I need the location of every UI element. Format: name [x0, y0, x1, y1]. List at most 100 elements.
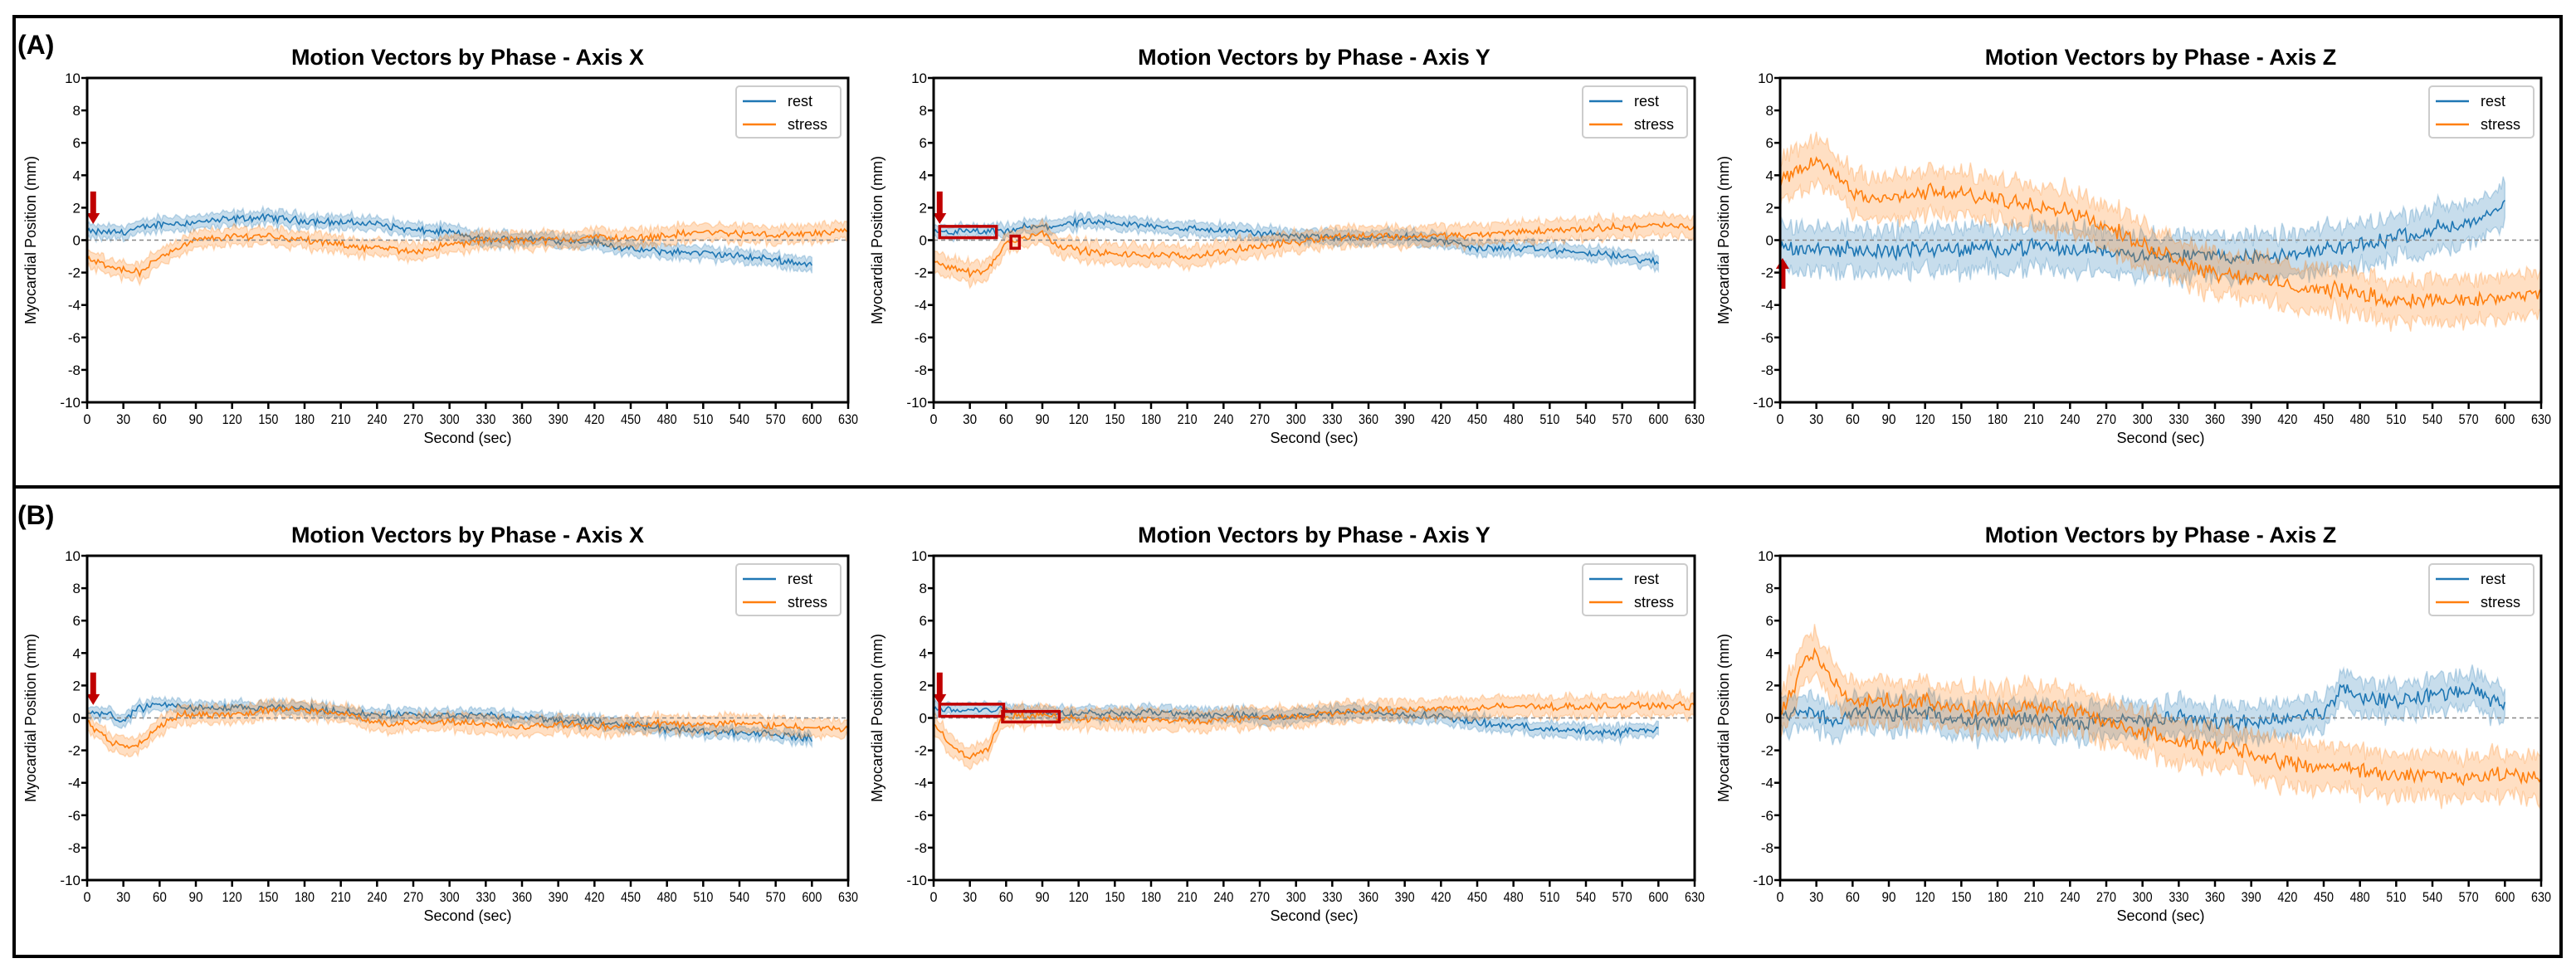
stress-line	[933, 221, 1695, 279]
x-tick-label: 0	[930, 889, 938, 905]
x-tick-label: 480	[2350, 411, 2370, 427]
chart-title: Motion Vectors by Phase - Axis Z	[1985, 45, 2337, 70]
x-tick-label: 120	[1069, 889, 1089, 905]
x-axis-label: Second (sec)	[1270, 907, 1358, 924]
y-tick-label: -2	[68, 265, 80, 281]
x-tick-label: 420	[584, 889, 604, 905]
x-axis-label: Second (sec)	[423, 430, 511, 446]
x-tick-label: 570	[2459, 889, 2479, 905]
x-tick-label: 600	[2495, 889, 2515, 905]
y-tick-label: -10	[1753, 873, 1773, 888]
y-tick-label: -6	[1761, 808, 1773, 824]
x-tick-label: 570	[1612, 889, 1632, 905]
arrow-shaft	[90, 191, 96, 214]
x-tick-label: 240	[1213, 411, 1233, 427]
y-tick-label: 8	[73, 581, 80, 596]
y-tick-label: 0	[73, 233, 80, 249]
y-axis-label: Myocardial Position (mm)	[869, 634, 886, 802]
x-tick-label: 330	[1322, 889, 1342, 905]
x-tick-label: 150	[258, 889, 278, 905]
x-tick-label: 570	[766, 889, 786, 905]
x-tick-label: 630	[1685, 889, 1705, 905]
x-tick-label: 240	[367, 411, 387, 427]
x-tick-label: 30	[963, 889, 977, 905]
x-tick-label: 390	[2242, 889, 2261, 905]
y-tick-label: -8	[915, 362, 927, 378]
arrow-head	[933, 212, 947, 224]
x-tick-label: 540	[2422, 889, 2442, 905]
x-tick-label: 420	[1431, 411, 1451, 427]
x-tick-label: 510	[2386, 411, 2406, 427]
x-tick-label: 540	[1576, 889, 1596, 905]
x-tick-label: 420	[2277, 411, 2297, 427]
arrow-down-icon	[86, 672, 100, 705]
x-tick-label: 150	[1951, 889, 1971, 905]
legend-label-stress: stress	[1634, 116, 1674, 133]
x-tick-label: 150	[1105, 889, 1125, 905]
x-tick-label: 120	[1069, 411, 1089, 427]
arrow-head	[86, 212, 100, 224]
legend: rest stress	[1582, 85, 1688, 139]
y-tick-label: -4	[1761, 776, 1773, 791]
x-tick-label: 480	[2350, 889, 2370, 905]
arrow-shaft	[936, 672, 943, 695]
y-tick-label: 6	[920, 613, 927, 629]
y-tick-label: 10	[911, 71, 927, 86]
x-axis-label: Second (sec)	[1270, 430, 1358, 446]
x-tick-label: 420	[1431, 889, 1451, 905]
legend: rest stress	[1582, 563, 1688, 616]
y-tick-label: 6	[920, 135, 927, 151]
x-tick-label: 390	[2242, 411, 2261, 427]
x-tick-label: 210	[331, 411, 351, 427]
y-tick-label: 4	[73, 645, 80, 661]
x-tick-label: 540	[729, 411, 749, 427]
x-tick-label: 360	[1359, 889, 1378, 905]
y-axis-label: Myocardial Position (mm)	[22, 156, 39, 324]
x-tick-label: 540	[729, 889, 749, 905]
x-tick-label: 420	[584, 411, 604, 427]
x-tick-label: 330	[1322, 411, 1342, 427]
rest-confidence-band	[86, 204, 813, 274]
y-tick-label: 10	[1758, 71, 1773, 86]
chart-2: Motion Vectors by Phase - Axis Y0 30 60 90 1…	[869, 45, 1705, 446]
x-tick-label: 270	[403, 411, 423, 427]
x-tick-label: 630	[2531, 411, 2551, 427]
x-tick-label: 300	[2133, 411, 2153, 427]
x-tick-label: 90	[1882, 889, 1896, 905]
x-tick-label: 90	[1036, 411, 1050, 427]
x-tick-label: 330	[476, 889, 495, 905]
x-tick-label: 240	[2060, 889, 2080, 905]
chart-title: Motion Vectors by Phase - Axis Y	[1138, 523, 1490, 547]
x-tick-label: 270	[2096, 889, 2116, 905]
x-tick-label: 0	[84, 889, 91, 905]
x-axis-label: Second (sec)	[423, 907, 511, 924]
x-tick-label: 630	[838, 411, 858, 427]
legend-label-rest: rest	[1634, 571, 1659, 587]
y-tick-label: 4	[1766, 168, 1773, 183]
y-tick-label: 10	[911, 548, 927, 564]
x-tick-label: 240	[367, 889, 387, 905]
y-tick-label: 2	[920, 678, 927, 693]
y-axis-label: Myocardial Position (mm)	[1715, 156, 1732, 324]
chart-title: Motion Vectors by Phase - Axis X	[291, 523, 644, 547]
x-tick-label: 210	[1178, 889, 1198, 905]
x-tick-label: 300	[440, 411, 460, 427]
x-tick-label: 330	[2169, 889, 2188, 905]
x-tick-label: 540	[2422, 411, 2442, 427]
chart-3: Motion Vectors by Phase - Axis Z0 30 60 90 1…	[1715, 45, 2551, 446]
y-tick-label: -4	[68, 298, 80, 314]
x-tick-label: 180	[1141, 889, 1161, 905]
y-tick-label: -10	[60, 395, 80, 411]
y-tick-label: -6	[915, 330, 927, 346]
y-tick-label: 6	[73, 613, 80, 629]
chart-6: Motion Vectors by Phase - Axis Z0 30 60 90 1…	[1715, 523, 2551, 924]
legend: rest stress	[2428, 563, 2535, 616]
x-tick-label: 210	[331, 889, 351, 905]
y-tick-label: 6	[1766, 613, 1773, 629]
arrow-head	[86, 693, 100, 705]
x-tick-label: 480	[657, 411, 677, 427]
y-tick-label: -2	[68, 743, 80, 759]
legend: rest stress	[735, 563, 842, 616]
x-tick-label: 450	[621, 411, 641, 427]
